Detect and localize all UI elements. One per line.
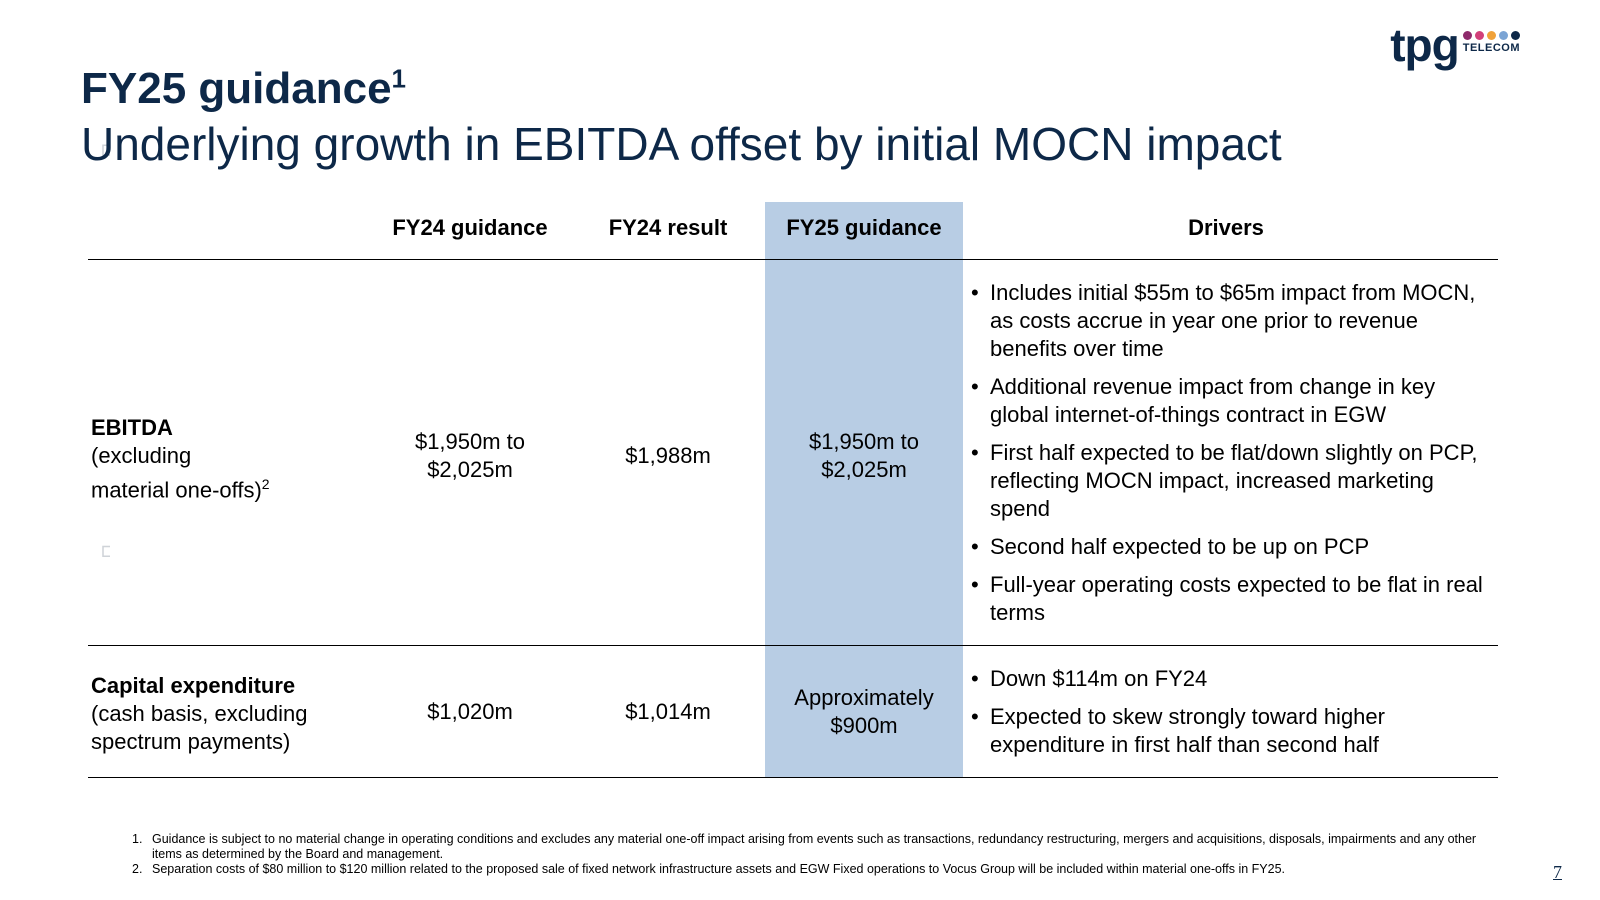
- logo-dots-icon: [1462, 31, 1520, 40]
- ebitda-drivers-list: Includes initial $55m to $65m impact fro…: [966, 279, 1486, 637]
- header-fy24-guidance: FY24 guidance: [392, 215, 548, 240]
- logo-dot: [1510, 31, 1520, 40]
- ebitda-fy25-guidance: $1,950m to $2,025m: [765, 428, 963, 484]
- driver-item: Second half expected to be up on PCP: [966, 533, 1486, 561]
- footnote-number: 2.: [132, 862, 143, 876]
- ebitda-fy24-guidance: $1,950m to $2,025m: [370, 428, 570, 484]
- page-title-text: FY25 guidance: [81, 64, 392, 113]
- value-line: $900m: [830, 713, 898, 738]
- tpg-telecom-logo: tpg TELECOM: [1390, 22, 1520, 68]
- logo-dot: [1462, 31, 1472, 40]
- footnote-number: 1.: [132, 832, 143, 846]
- header-drivers: Drivers: [1188, 215, 1264, 240]
- capex-fy24-result: $1,014m: [625, 699, 711, 724]
- capex-drivers-list: Down $114m on FY24 Expected to skew stro…: [966, 665, 1486, 769]
- logo-wordmark: tpg: [1390, 19, 1460, 71]
- footnote: 1. Guidance is subject to no material ch…: [132, 832, 1502, 862]
- row-label-title: EBITDA: [91, 415, 173, 440]
- page-number: 7: [1553, 862, 1562, 882]
- value-line: Approximately: [794, 685, 934, 710]
- row-label-line: (cash basis, excluding: [91, 701, 308, 726]
- value-line: $2,025m: [821, 457, 907, 482]
- page-title: FY25 guidance1: [81, 64, 406, 114]
- value-line: $1,950m to: [808, 429, 920, 454]
- row-label-ebitda: EBITDA (excluding material one-offs)2: [91, 414, 270, 504]
- driver-item: Down $114m on FY24: [966, 665, 1486, 693]
- header-fy24-result: FY24 result: [608, 215, 728, 240]
- driver-item: Expected to skew strongly toward higher …: [966, 703, 1486, 759]
- driver-item: Additional revenue impact from change in…: [966, 373, 1486, 429]
- fy25-highlight-column: [765, 202, 963, 777]
- row-label-line: (excluding: [91, 443, 192, 468]
- footnote-text: Guidance is subject to no material chang…: [152, 832, 1477, 861]
- page-subtitle: Underlying growth in EBITDA offset by in…: [81, 118, 1282, 170]
- logo-dot: [1498, 31, 1508, 40]
- driver-item: Full-year operating costs expected to be…: [966, 571, 1486, 627]
- table-header-rule: [88, 259, 1498, 260]
- header-fy25-guidance: FY25 guidance: [786, 215, 942, 240]
- footnote-text: Separation costs of $80 million to $120 …: [152, 862, 1286, 876]
- capex-fy25-guidance: Approximately $900m: [765, 684, 963, 740]
- footnotes: 1. Guidance is subject to no material ch…: [132, 832, 1502, 877]
- logo-subtext: TELECOM: [1462, 42, 1520, 54]
- value-line: $1,950m to: [414, 429, 526, 454]
- row-label-title: Capital expenditure: [91, 673, 296, 698]
- table-bottom-rule: [88, 777, 1498, 778]
- logo-dot: [1486, 31, 1496, 40]
- driver-item: Includes initial $55m to $65m impact fro…: [966, 279, 1486, 363]
- row-label-line: material one-offs): [91, 477, 262, 503]
- row-footnote-ref: 2: [261, 476, 270, 492]
- ebitda-fy24-result: $1,988m: [625, 443, 711, 468]
- row-label-capex: Capital expenditure (cash basis, excludi…: [91, 672, 307, 756]
- footnote: 2. Separation costs of $80 million to $1…: [132, 862, 1502, 877]
- logo-side: TELECOM: [1462, 31, 1520, 54]
- driver-item: First half expected to be flat/down slig…: [966, 439, 1486, 523]
- row-label-line: spectrum payments): [91, 729, 291, 754]
- capex-fy24-guidance: $1,020m: [427, 699, 513, 724]
- value-line: $2,025m: [427, 457, 513, 482]
- table-row-rule: [88, 645, 1498, 646]
- logo-dot: [1474, 31, 1484, 40]
- title-footnote-ref: 1: [391, 63, 407, 94]
